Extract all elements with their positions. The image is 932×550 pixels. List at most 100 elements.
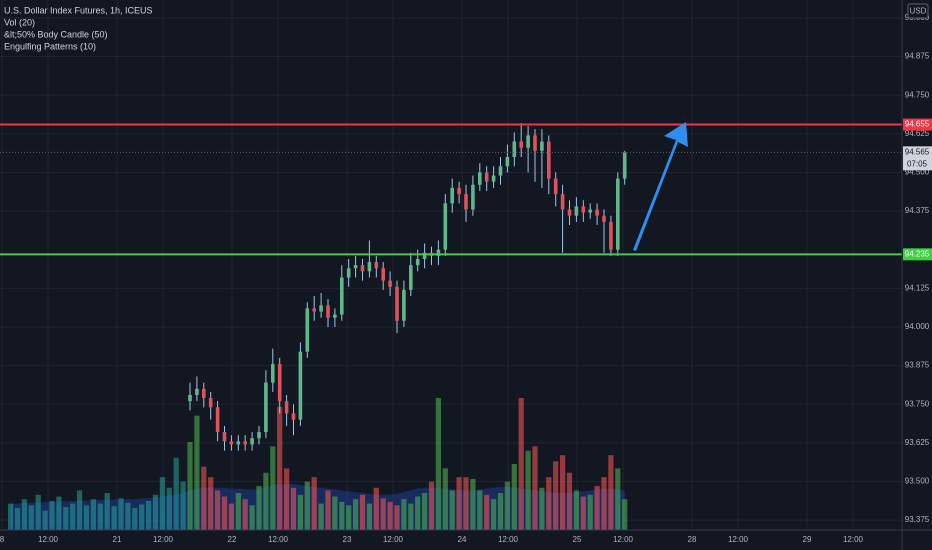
volume-bar bbox=[256, 486, 262, 530]
x-tick-label: 12:00 bbox=[38, 535, 59, 544]
x-tick-label: 12:00 bbox=[268, 535, 289, 544]
volume-bar bbox=[118, 498, 124, 530]
volume-bar bbox=[270, 446, 276, 530]
volume-bar bbox=[297, 494, 303, 530]
volume-bar bbox=[35, 494, 41, 530]
volume-bar bbox=[90, 499, 96, 530]
volume-bar bbox=[83, 505, 90, 530]
volume-bar bbox=[422, 493, 428, 530]
volume-bar bbox=[42, 510, 48, 530]
level-label: 94.655 bbox=[905, 120, 930, 129]
volume-bar bbox=[146, 500, 152, 530]
candle-body bbox=[388, 280, 392, 287]
candle-body bbox=[547, 141, 551, 179]
candle-body bbox=[443, 203, 448, 250]
candle-body bbox=[312, 308, 316, 312]
volume-bar bbox=[194, 415, 200, 530]
volume-bar bbox=[125, 502, 131, 530]
volume-bar bbox=[601, 477, 607, 530]
candle-body bbox=[333, 314, 337, 318]
candle-body bbox=[602, 215, 606, 222]
volume-pane bbox=[8, 398, 628, 530]
candle-body bbox=[395, 286, 399, 321]
volume-bar bbox=[49, 500, 55, 530]
volume-bar bbox=[504, 481, 510, 530]
x-tick-label: 29 bbox=[803, 535, 812, 544]
candle-body bbox=[284, 401, 289, 414]
candle-body bbox=[319, 305, 323, 312]
currency-box bbox=[907, 3, 929, 19]
candle-body bbox=[188, 394, 192, 402]
candle-body bbox=[202, 388, 206, 399]
y-tick-label: 93.625 bbox=[905, 438, 930, 447]
candle-body bbox=[374, 262, 379, 269]
volume-bar bbox=[14, 508, 21, 530]
candle-body bbox=[505, 156, 510, 167]
volume-bar bbox=[304, 481, 310, 530]
x-tick-label: 12:00 bbox=[498, 535, 519, 544]
y-tick-label: 94.750 bbox=[905, 90, 930, 99]
volume-bar bbox=[580, 496, 586, 530]
chart-title: U.S. Dollar Index Futures, 1h, ICEUS bbox=[4, 5, 153, 15]
volume-bar bbox=[622, 499, 628, 530]
candle-body bbox=[491, 175, 496, 182]
time-axis: 8 12:00 21 12:00 22 12:00 23 12:00 24 12:00 25 12:0… bbox=[0, 535, 864, 544]
volume-bar bbox=[608, 455, 614, 530]
candle-body bbox=[277, 364, 282, 402]
x-tick-label: 8 bbox=[0, 535, 5, 544]
indicator: &lt;50% Body Candle (50) bbox=[4, 29, 108, 39]
level-label-box bbox=[903, 248, 932, 261]
volume-bar bbox=[594, 486, 600, 530]
volume-bar bbox=[532, 446, 538, 530]
volume-bar bbox=[235, 493, 241, 530]
y-tick-label: 94.875 bbox=[905, 52, 930, 61]
price-axis: 95.00094.87594.75094.62594.50094.37594.1… bbox=[903, 13, 932, 524]
x-tick-label: 12:00 bbox=[153, 535, 174, 544]
x-tick-label: 12:00 bbox=[843, 535, 864, 544]
volume-bar bbox=[491, 499, 497, 530]
volume-bar bbox=[346, 505, 352, 530]
volume-bar bbox=[159, 477, 165, 530]
volume-bar bbox=[339, 501, 345, 530]
level-label-box bbox=[903, 118, 932, 131]
candle-body bbox=[353, 265, 358, 269]
candle-body bbox=[519, 141, 523, 148]
volume-bar bbox=[428, 481, 435, 530]
candle-body bbox=[229, 441, 234, 445]
indicator: Engulfing Patterns (10) bbox=[4, 41, 96, 51]
volume-bar bbox=[70, 503, 76, 530]
candle-body bbox=[236, 441, 241, 445]
candle-body bbox=[526, 135, 530, 148]
volume-bar bbox=[221, 496, 228, 530]
volume-bar bbox=[387, 501, 393, 530]
volume-bar bbox=[566, 472, 573, 530]
candle-body bbox=[616, 178, 620, 250]
current-price-label: 94.565 bbox=[905, 147, 930, 156]
candle-body bbox=[409, 265, 413, 290]
candle-body bbox=[484, 172, 489, 182]
volume-bar bbox=[470, 478, 476, 530]
x-tick-label: 23 bbox=[343, 535, 352, 544]
candle-body bbox=[264, 382, 268, 433]
candle-body bbox=[574, 206, 579, 216]
volume-bar bbox=[332, 496, 338, 530]
volume-bar bbox=[77, 490, 83, 530]
volume-bar bbox=[208, 477, 214, 530]
volume-bar bbox=[242, 499, 248, 530]
volume-bar bbox=[394, 505, 400, 530]
volume-bar bbox=[463, 477, 469, 530]
volume-bar bbox=[408, 503, 414, 530]
volume-bar bbox=[615, 468, 621, 530]
volume-bar bbox=[290, 487, 297, 530]
candle-body bbox=[305, 308, 310, 352]
x-tick-label: 12:00 bbox=[728, 535, 749, 544]
volume-bar bbox=[546, 477, 552, 530]
candle-body bbox=[367, 262, 372, 272]
volume-bar bbox=[249, 505, 255, 530]
candle-body bbox=[381, 268, 385, 281]
volume-bar bbox=[484, 494, 490, 530]
candle-body bbox=[298, 351, 303, 420]
candle-body bbox=[340, 277, 344, 315]
x-tick-label: 21 bbox=[113, 535, 122, 544]
